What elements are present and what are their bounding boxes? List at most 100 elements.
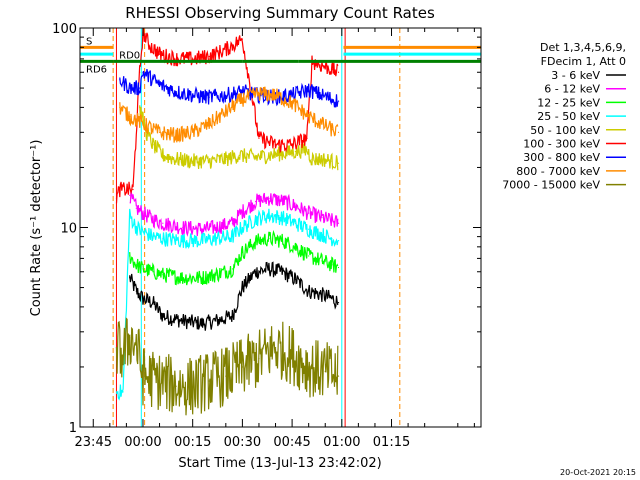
- data-point-7-9: [241, 98, 243, 100]
- data-point-6-16: [337, 100, 340, 102]
- data-point-7-12: [291, 102, 293, 104]
- series-trace-8: [115, 317, 339, 416]
- x-tick-label-6: 01:15: [373, 435, 410, 450]
- data-point-1-11: [268, 197, 270, 199]
- data-point-2-16: [331, 264, 333, 266]
- data-point-5-13: [274, 144, 277, 146]
- data-point-3-6: [162, 237, 164, 240]
- x-tick-label-0: 23:45: [75, 435, 112, 450]
- data-point-6-2: [139, 87, 141, 89]
- series-trace-1: [129, 190, 339, 237]
- data-point-4-14: [311, 158, 313, 160]
- series-trace-6: [119, 68, 339, 108]
- data-point-2-3: [152, 271, 154, 273]
- data-point-4-8: [238, 154, 240, 156]
- data-point-2-7: [215, 274, 217, 276]
- data-point-1-3: [152, 218, 154, 220]
- data-point-4-15: [321, 158, 323, 160]
- data-point-7-8: [225, 111, 227, 113]
- legend-label-3: 25 - 50 keV: [537, 110, 600, 123]
- data-point-0-11: [268, 268, 270, 270]
- data-point-4-2: [152, 144, 154, 146]
- series-trace-5: [115, 27, 339, 204]
- data-point-3-5: [152, 236, 154, 238]
- footer-timestamp: 20-Oct-2021 20:15: [560, 468, 636, 477]
- legend-header-line-1: Det 1,3,4,5,6,9,: [540, 41, 626, 54]
- data-point-8-15: [324, 370, 326, 372]
- data-point-1-15: [321, 217, 323, 219]
- x-tick-label-4: 00:45: [273, 435, 310, 450]
- data-point-2-13: [294, 246, 297, 248]
- data-point-4-16: [331, 160, 333, 162]
- data-point-1-13: [294, 205, 297, 207]
- data-point-8-10: [241, 366, 243, 368]
- data-point-7-0: [119, 106, 121, 108]
- data-point-8-4: [142, 375, 144, 377]
- data-point-7-10: [258, 92, 260, 95]
- legend-label-8: 7000 - 15000 keV: [502, 179, 600, 192]
- data-point-8-14: [308, 366, 310, 368]
- data-point-5-11: [241, 38, 243, 40]
- data-point-2-4: [162, 274, 164, 276]
- data-point-4-12: [294, 151, 297, 153]
- data-point-3-7: [182, 239, 184, 242]
- series-1: [129, 190, 340, 237]
- flag-label-0: S: [86, 36, 92, 47]
- data-point-7-11: [274, 94, 277, 96]
- data-point-3-11: [241, 226, 243, 229]
- data-point-8-8: [208, 380, 210, 382]
- data-point-6-6: [192, 94, 194, 96]
- series-0: [129, 261, 340, 331]
- data-point-8-12: [274, 347, 277, 349]
- data-point-2-12: [281, 239, 283, 242]
- legend-header-line-2: FDecim 1, Att 0: [541, 55, 626, 68]
- data-point-1-4: [162, 222, 164, 224]
- data-point-4-9: [255, 156, 257, 158]
- legend-label-2: 12 - 25 keV: [537, 96, 600, 109]
- data-point-0-15: [321, 294, 323, 296]
- data-point-1-9: [241, 211, 243, 213]
- data-point-2-6: [202, 277, 204, 279]
- data-point-8-1: [122, 354, 124, 356]
- data-point-1-2: [142, 212, 144, 214]
- data-point-6-8: [225, 94, 227, 96]
- data-point-0-7: [215, 320, 217, 322]
- data-point-0-2: [142, 298, 144, 300]
- data-point-3-19: [337, 239, 340, 242]
- legend-label-0: 3 - 6 keV: [551, 69, 600, 82]
- data-point-5-9: [208, 55, 210, 58]
- data-point-7-3: [142, 123, 144, 125]
- flag-label-2: RD0: [119, 50, 140, 61]
- series-6: [119, 68, 340, 108]
- data-point-0-6: [202, 322, 204, 325]
- x-axis-label: Start Time (13-Jul-13 23:42:02): [178, 456, 381, 471]
- data-point-8-5: [158, 380, 161, 382]
- data-point-4-0: [139, 106, 141, 108]
- data-point-6-9: [241, 90, 243, 93]
- data-point-3-0: [115, 391, 118, 393]
- data-point-4-13: [306, 149, 308, 151]
- series-3: [115, 208, 340, 401]
- legend-label-4: 50 - 100 keV: [530, 124, 600, 137]
- data-point-3-8: [202, 239, 204, 242]
- data-point-8-6: [175, 385, 177, 387]
- data-point-0-4: [162, 315, 164, 317]
- legend-label-1: 6 - 12 keV: [544, 83, 600, 96]
- data-point-1-10: [255, 200, 257, 203]
- data-point-8-13: [291, 354, 293, 356]
- data-point-1-12: [281, 200, 283, 202]
- data-point-7-4: [158, 131, 161, 133]
- data-point-6-15: [331, 98, 333, 100]
- series-2: [129, 229, 340, 286]
- data-point-4-6: [208, 160, 210, 162]
- data-point-2-14: [308, 255, 310, 257]
- data-point-5-2: [132, 188, 134, 191]
- data-point-7-1: [129, 115, 131, 118]
- data-point-7-14: [321, 123, 323, 125]
- data-point-3-18: [331, 237, 333, 240]
- flag-label-3: RD6: [86, 64, 107, 75]
- data-point-2-9: [241, 251, 243, 254]
- data-point-3-16: [308, 228, 310, 230]
- data-point-3-15: [294, 222, 297, 224]
